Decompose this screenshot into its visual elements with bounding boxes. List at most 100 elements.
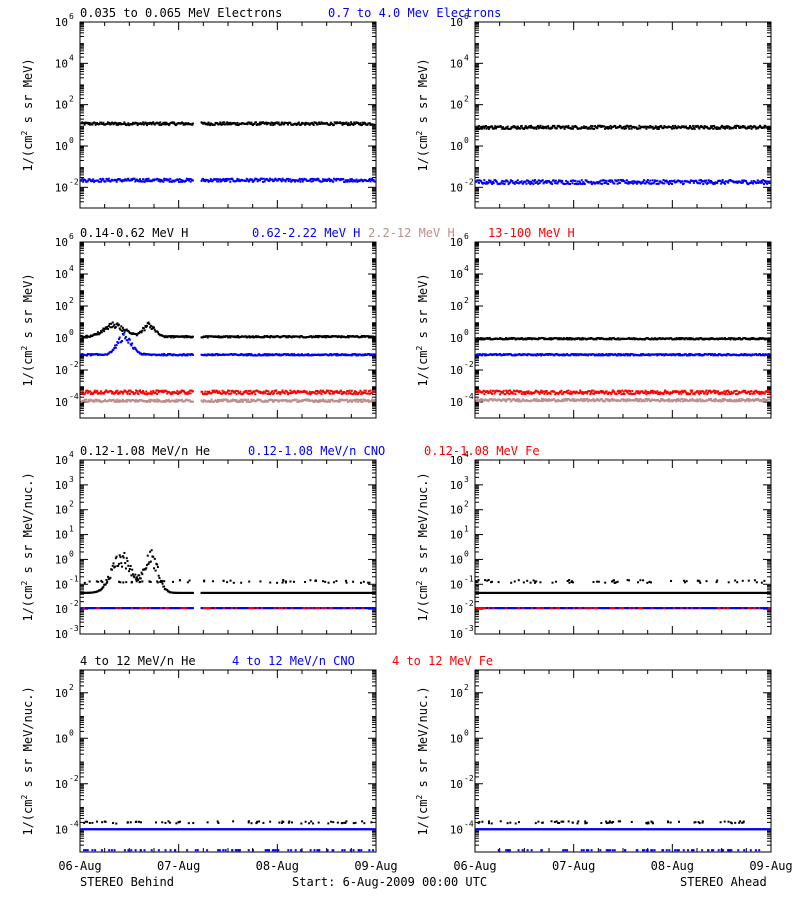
data-point (537, 125, 540, 128)
data-point (249, 178, 252, 181)
data-point (339, 389, 342, 392)
data-point (361, 121, 364, 124)
data-point (600, 389, 603, 392)
data-point (479, 399, 482, 402)
data-point (125, 328, 128, 331)
data-point (360, 391, 363, 394)
data-point (235, 179, 238, 182)
data-point (591, 392, 594, 395)
data-point (255, 335, 258, 338)
data-point (143, 122, 146, 125)
data-point (256, 180, 259, 183)
data-point (670, 126, 673, 129)
data-point (170, 391, 173, 394)
data-point (138, 332, 141, 335)
data-point (358, 398, 361, 401)
data-point (676, 126, 679, 129)
data-point (126, 339, 129, 342)
row-3-title-1: 0.12-1.08 MeV/n He (80, 444, 210, 458)
data-point (329, 123, 332, 126)
data-point (314, 336, 317, 339)
data-point (265, 354, 268, 357)
data-point (631, 389, 634, 392)
data-point (607, 338, 610, 341)
data-point (617, 337, 620, 340)
data-point (208, 390, 211, 393)
data-point (752, 182, 755, 185)
data-point (636, 390, 639, 393)
data-point (688, 393, 691, 396)
data-point (289, 178, 292, 181)
data-point (136, 400, 139, 403)
data-point (699, 182, 702, 185)
data-point (555, 179, 558, 182)
data-point (722, 127, 725, 130)
data-point (729, 392, 732, 395)
data-point (362, 122, 365, 125)
data-point (618, 392, 621, 395)
data-point (627, 125, 630, 128)
data-point (641, 390, 644, 393)
data-point (735, 180, 738, 183)
data-point (217, 180, 220, 183)
data-point (680, 392, 683, 395)
data-point (751, 338, 754, 341)
data-point (596, 127, 599, 130)
data-point (536, 180, 539, 183)
data-point (134, 400, 137, 403)
data-point (286, 123, 289, 126)
data-point (629, 124, 632, 127)
data-point (569, 182, 572, 185)
data-point (513, 182, 516, 185)
data-point (102, 121, 105, 124)
data-point (179, 180, 182, 183)
data-point (339, 400, 342, 403)
data-point (261, 177, 264, 180)
data-point (555, 127, 558, 130)
data-point (315, 121, 318, 124)
data-point (279, 123, 282, 126)
data-point (133, 177, 136, 180)
data-point (748, 390, 751, 393)
data-point (558, 338, 561, 341)
data-point (591, 125, 594, 128)
data-point (480, 337, 483, 340)
data-point (131, 391, 134, 394)
data-point (128, 330, 131, 333)
data-point (487, 400, 490, 403)
data-point (96, 331, 99, 334)
data-point (356, 398, 359, 401)
y-tick-exponent: 4 (464, 264, 469, 273)
data-point (156, 393, 159, 396)
data-point (269, 123, 272, 126)
data-point (502, 389, 505, 392)
data-point (346, 335, 349, 338)
data-point (577, 183, 580, 186)
data-point (169, 335, 172, 338)
data-point (524, 125, 527, 128)
data-point (544, 125, 547, 128)
data-point (325, 179, 328, 182)
data-point (727, 181, 730, 184)
data-point (104, 180, 107, 183)
data-point (248, 392, 251, 395)
data-point (373, 123, 376, 126)
data-point (186, 354, 189, 357)
data-point (103, 391, 106, 394)
y-tick-exponent: 2 (69, 296, 74, 305)
data-point (237, 179, 240, 182)
data-point (149, 122, 152, 125)
data-point (580, 179, 583, 182)
data-point (766, 389, 769, 392)
data-point (689, 337, 692, 340)
data-point (331, 392, 334, 395)
data-point (204, 390, 207, 393)
data-point (246, 178, 249, 181)
data-point (117, 400, 120, 403)
data-point (187, 177, 190, 180)
data-point (127, 341, 130, 344)
data-point (160, 390, 163, 393)
data-point (631, 180, 634, 183)
data-point (569, 390, 572, 393)
data-point (593, 127, 596, 130)
